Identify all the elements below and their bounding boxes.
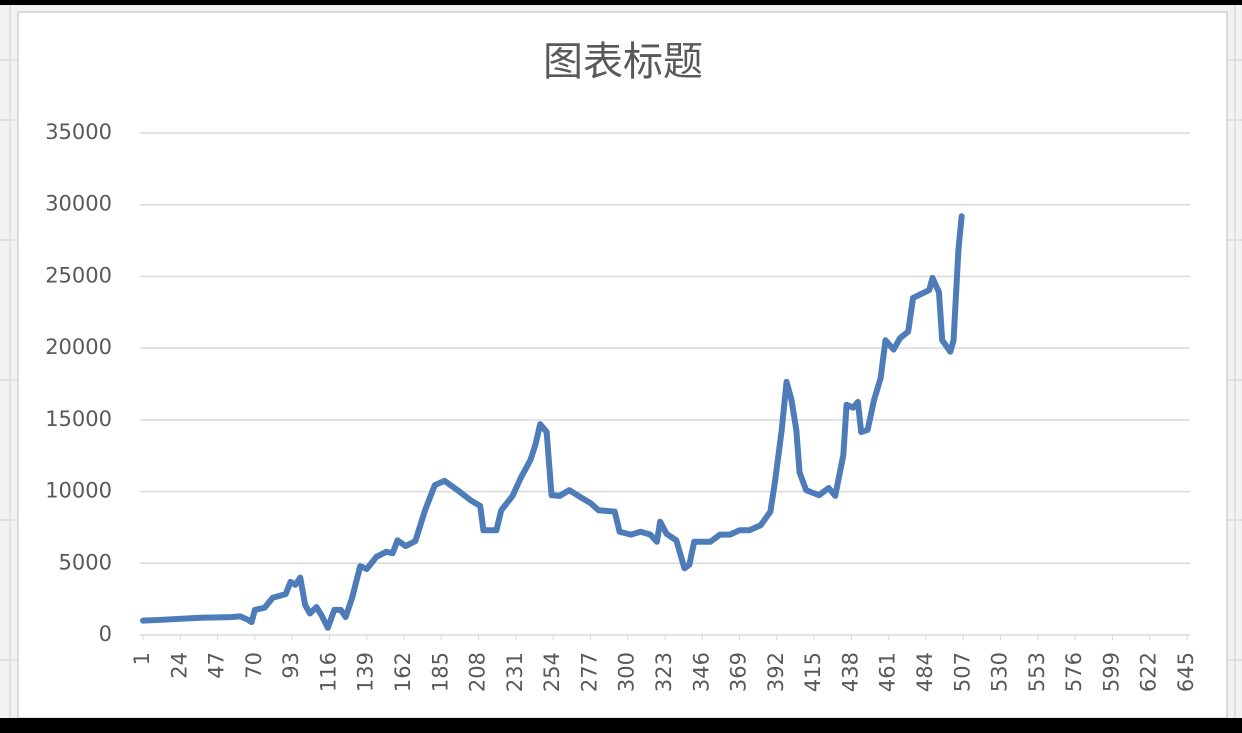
x-tick-label: 576 [1062, 652, 1086, 692]
x-tick-label: 185 [428, 652, 452, 692]
y-tick-label: 10000 [45, 479, 112, 503]
y-tick-label: 5000 [59, 550, 112, 574]
x-tick-label: 231 [503, 652, 527, 692]
x-tick-label: 139 [354, 652, 378, 692]
y-tick-label: 15000 [45, 407, 112, 431]
chart-area [17, 11, 1228, 719]
y-tick-label: 20000 [45, 335, 112, 359]
x-tick-label: 116 [316, 652, 340, 692]
x-tick-label: 645 [1174, 652, 1198, 692]
x-tick-label: 369 [727, 652, 751, 692]
x-tick-label: 1 [130, 652, 154, 665]
x-tick-label: 93 [279, 652, 303, 679]
x-tick-label: 300 [615, 652, 639, 692]
x-tick-label: 599 [1099, 652, 1123, 692]
x-tick-label: 323 [652, 652, 676, 692]
x-tick-label: 70 [242, 652, 266, 679]
x-tick-label: 484 [913, 652, 937, 692]
x-tick-label: 47 [205, 652, 229, 679]
x-tick-label: 622 [1137, 652, 1161, 692]
x-tick-label: 507 [950, 652, 974, 692]
x-tick-label: 530 [988, 652, 1012, 692]
x-tick-label: 553 [1025, 652, 1049, 692]
y-tick-label: 35000 [45, 120, 112, 144]
x-tick-label: 277 [577, 652, 601, 692]
y-tick-label: 0 [99, 622, 112, 646]
x-tick-label: 24 [167, 652, 191, 679]
x-tick-label: 392 [764, 652, 788, 692]
x-tick-label: 438 [838, 652, 862, 692]
y-tick-label: 25000 [45, 263, 112, 287]
top-bar [0, 0, 1242, 5]
data-line [140, 213, 965, 631]
bottom-bar [0, 718, 1242, 733]
chart-title: 图表标题 [543, 39, 703, 85]
x-tick-label: 254 [540, 652, 564, 692]
x-tick-label: 461 [876, 652, 900, 692]
x-tick-label: 162 [391, 652, 415, 692]
x-tick-label: 346 [689, 652, 713, 692]
x-tick-label: 208 [466, 652, 490, 692]
y-tick-label: 30000 [45, 192, 112, 216]
x-tick-label: 415 [801, 652, 825, 692]
